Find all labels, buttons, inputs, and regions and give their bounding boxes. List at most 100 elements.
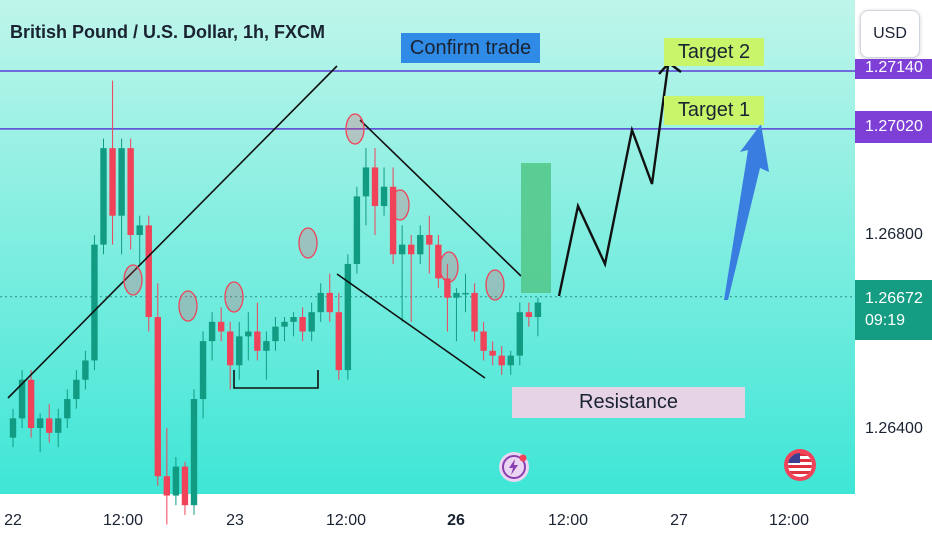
x-tick-label: 23 bbox=[226, 512, 244, 529]
candle-body bbox=[462, 292, 469, 295]
us-flag-icon bbox=[788, 453, 812, 477]
highlight-circle bbox=[390, 189, 410, 221]
candle-body bbox=[263, 341, 270, 351]
candle-body bbox=[398, 244, 406, 255]
y-tick-label: 1.26800 bbox=[865, 226, 923, 243]
highlight-circle bbox=[224, 281, 244, 313]
target-2-label: Target 2 bbox=[664, 38, 764, 66]
candle-body bbox=[109, 148, 116, 216]
candle-body bbox=[118, 148, 125, 216]
currency-button[interactable]: USD bbox=[860, 10, 920, 58]
candle-body bbox=[525, 312, 533, 318]
candle-body bbox=[281, 321, 288, 327]
candle-body bbox=[516, 312, 523, 356]
candle-body bbox=[190, 399, 198, 506]
candle-body bbox=[326, 292, 333, 313]
us-flag-event-icon[interactable] bbox=[784, 449, 816, 481]
candle-body bbox=[471, 292, 478, 332]
candle-body bbox=[163, 476, 171, 496]
candle-body bbox=[299, 317, 306, 332]
range-bracket bbox=[233, 370, 319, 389]
highlight-circle bbox=[439, 251, 459, 283]
x-tick-label: 26 bbox=[447, 512, 465, 529]
candle-body bbox=[100, 148, 107, 245]
candle-body bbox=[489, 350, 496, 356]
candle-body bbox=[435, 244, 442, 279]
candle-body bbox=[534, 302, 542, 318]
projected-path bbox=[557, 65, 670, 297]
candle-body bbox=[417, 235, 424, 255]
lightning-icon bbox=[502, 454, 527, 479]
candle-body bbox=[254, 331, 261, 351]
candle-body bbox=[172, 466, 180, 496]
candle-body bbox=[272, 326, 279, 342]
target-1-label: Target 1 bbox=[664, 96, 764, 125]
highlight-circle bbox=[485, 269, 505, 301]
x-tick-label: 12:00 bbox=[325, 512, 367, 529]
candle-body bbox=[18, 379, 26, 419]
candle-body bbox=[91, 244, 98, 361]
candle-body bbox=[480, 331, 487, 351]
candle-body bbox=[36, 418, 44, 428]
candle-body bbox=[82, 360, 89, 380]
highlight-circle bbox=[298, 227, 318, 259]
candle-body bbox=[444, 278, 451, 298]
candle-body bbox=[199, 341, 207, 400]
candle-body bbox=[317, 292, 324, 313]
candle-body bbox=[389, 186, 397, 255]
target1-level-tag: 1.27020 bbox=[855, 111, 932, 143]
current-price-tag: 1.26672 09:19 bbox=[855, 280, 932, 340]
projection-box bbox=[521, 163, 551, 293]
candle-body bbox=[55, 418, 62, 433]
candle-body bbox=[73, 379, 80, 400]
candle-body bbox=[453, 292, 460, 298]
x-tick-label: 27 bbox=[670, 512, 688, 529]
candle-body bbox=[217, 321, 225, 332]
candle-body bbox=[308, 312, 315, 332]
candle-body bbox=[245, 331, 252, 337]
highlight-circle bbox=[178, 290, 198, 322]
candle-body bbox=[46, 418, 53, 433]
y-tick-label: 1.26400 bbox=[865, 420, 923, 437]
current-price-value: 1.26672 bbox=[865, 290, 923, 307]
x-tick-label: 12:00 bbox=[768, 512, 810, 529]
wedge-lower-line bbox=[336, 273, 486, 379]
candle-body bbox=[408, 244, 415, 255]
highlight-circle bbox=[123, 264, 143, 296]
candle-body bbox=[208, 321, 216, 342]
candle-body bbox=[335, 312, 342, 371]
candle-body bbox=[344, 263, 352, 371]
candle-body bbox=[290, 317, 297, 322]
resistance-label: Resistance bbox=[512, 387, 745, 418]
lightning-event-icon[interactable] bbox=[499, 452, 529, 482]
x-tick-label: 12:00 bbox=[102, 512, 144, 529]
x-tick-label: 12:00 bbox=[547, 512, 589, 529]
candle-body bbox=[154, 317, 161, 477]
candle-body bbox=[136, 225, 143, 235]
candle-body bbox=[236, 336, 243, 366]
x-tick-label: 22 bbox=[4, 512, 22, 529]
instrument-title: British Pound / U.S. Dollar, 1h, FXCM bbox=[10, 22, 326, 42]
candle-body bbox=[426, 235, 433, 245]
target2-level-tag: 1.27140 bbox=[855, 59, 932, 79]
candle-body bbox=[371, 167, 379, 207]
candle-body bbox=[9, 418, 17, 438]
candle-body bbox=[227, 331, 234, 366]
candle-body bbox=[380, 186, 388, 207]
bar-countdown: 09:19 bbox=[865, 312, 906, 329]
uptrend-line bbox=[7, 65, 338, 399]
candle-body bbox=[353, 196, 361, 264]
candle-body bbox=[362, 167, 370, 197]
candle-body bbox=[498, 355, 505, 366]
highlight-circle bbox=[345, 113, 365, 145]
confirm-trade-label: Confirm trade bbox=[401, 33, 540, 63]
candle-body bbox=[27, 379, 35, 428]
candle-body bbox=[64, 399, 71, 419]
candle-body bbox=[181, 466, 189, 506]
candle-body bbox=[127, 148, 134, 235]
target-arrow bbox=[724, 124, 769, 300]
candle-body bbox=[145, 225, 152, 318]
wedge-upper-line bbox=[359, 119, 522, 277]
